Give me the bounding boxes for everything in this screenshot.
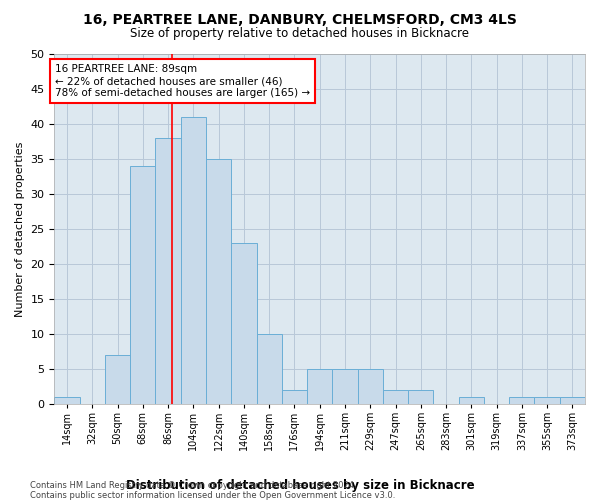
Bar (155, 138, 181, 404)
Bar (358, 368, 383, 404)
Bar (282, 390, 307, 404)
Bar (458, 396, 484, 404)
Bar (383, 390, 408, 404)
Bar (55, 396, 80, 404)
Bar (560, 396, 585, 404)
Bar (307, 368, 332, 404)
Bar (181, 117, 206, 404)
Bar (535, 396, 560, 404)
Text: Size of property relative to detached houses in Bicknacre: Size of property relative to detached ho… (131, 28, 470, 40)
Text: Contains HM Land Registry data © Crown copyright and database right 2024.
Contai: Contains HM Land Registry data © Crown c… (30, 480, 395, 500)
Bar (130, 166, 155, 404)
Text: 16 PEARTREE LANE: 89sqm
← 22% of detached houses are smaller (46)
78% of semi-de: 16 PEARTREE LANE: 89sqm ← 22% of detache… (55, 64, 310, 98)
Bar (105, 354, 130, 404)
Bar (206, 159, 231, 404)
Bar (408, 390, 433, 404)
Text: 16, PEARTREE LANE, DANBURY, CHELMSFORD, CM3 4LS: 16, PEARTREE LANE, DANBURY, CHELMSFORD, … (83, 12, 517, 26)
Text: Distribution of detached houses by size in Bicknacre: Distribution of detached houses by size … (125, 480, 475, 492)
Bar (231, 243, 257, 404)
Bar (509, 396, 535, 404)
Y-axis label: Number of detached properties: Number of detached properties (15, 141, 25, 316)
Bar (257, 334, 282, 404)
Bar (332, 368, 358, 404)
